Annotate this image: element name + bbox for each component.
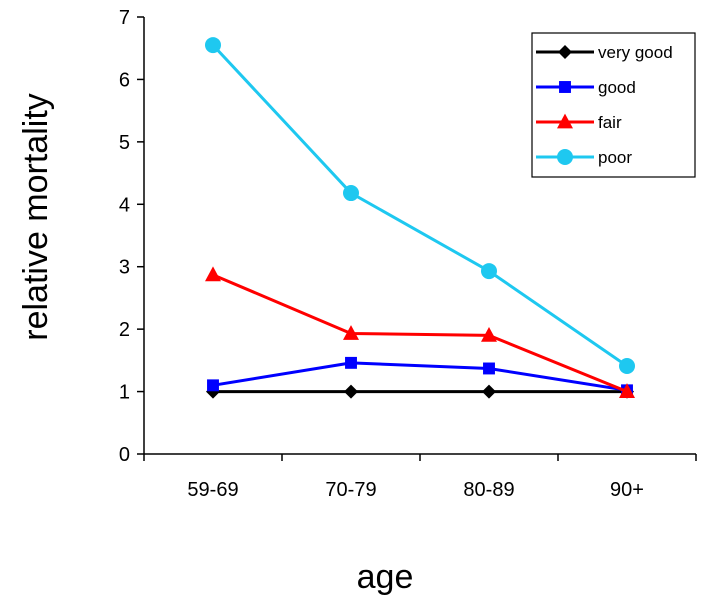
y-tick-label: 3 xyxy=(119,257,130,279)
legend-swatch-marker xyxy=(559,81,571,93)
x-tick-label: 59-69 xyxy=(187,479,238,501)
data-point xyxy=(345,356,357,369)
series-fair xyxy=(205,266,635,398)
data-point xyxy=(619,357,635,374)
legend-label: very good xyxy=(598,43,673,62)
legend-item: fair xyxy=(536,113,622,132)
data-point xyxy=(205,37,221,54)
series-very-good xyxy=(206,384,634,399)
legend-item: poor xyxy=(536,148,632,167)
y-tick-label: 4 xyxy=(119,194,130,216)
axis-ticks: 0 1 2 3 4 5 6 7 59-69 70-79 80-89 90+ xyxy=(119,7,697,501)
data-point xyxy=(343,325,359,340)
y-tick-label: 5 xyxy=(119,132,130,154)
series-line xyxy=(212,273,628,393)
data-point xyxy=(207,379,219,392)
legend-label: fair xyxy=(598,113,622,132)
y-tick-label: 6 xyxy=(119,69,130,91)
legend-label: good xyxy=(598,78,636,97)
data-point xyxy=(619,383,635,398)
series-line xyxy=(211,44,628,368)
series-line xyxy=(212,361,628,392)
y-tick-label: 7 xyxy=(119,7,130,29)
data-point xyxy=(343,185,359,202)
legend-swatch-marker xyxy=(557,149,573,165)
data-point xyxy=(482,384,496,399)
series-poor xyxy=(205,37,635,374)
legend: very good good fair poor xyxy=(531,32,696,178)
y-tick-label: 0 xyxy=(119,444,130,466)
x-tick-label: 70-79 xyxy=(325,479,376,501)
data-point xyxy=(205,266,221,282)
x-tick-label: 80-89 xyxy=(463,479,514,501)
series-group xyxy=(205,37,635,399)
data-point xyxy=(481,326,497,342)
data-point xyxy=(344,384,358,399)
legend-item: very good xyxy=(536,43,673,62)
data-point xyxy=(481,263,497,280)
data-point xyxy=(483,362,495,375)
y-axis-title: relative mortality xyxy=(17,93,55,341)
x-axis-title: age xyxy=(357,558,414,596)
legend-label: poor xyxy=(598,148,632,167)
legend-swatch-marker xyxy=(557,113,573,129)
y-tick-label: 1 xyxy=(119,382,130,404)
legend-item: good xyxy=(536,78,636,97)
legend-swatch-marker xyxy=(558,45,572,59)
y-tick-label: 2 xyxy=(119,319,130,341)
x-tick-label: 90+ xyxy=(610,479,644,501)
